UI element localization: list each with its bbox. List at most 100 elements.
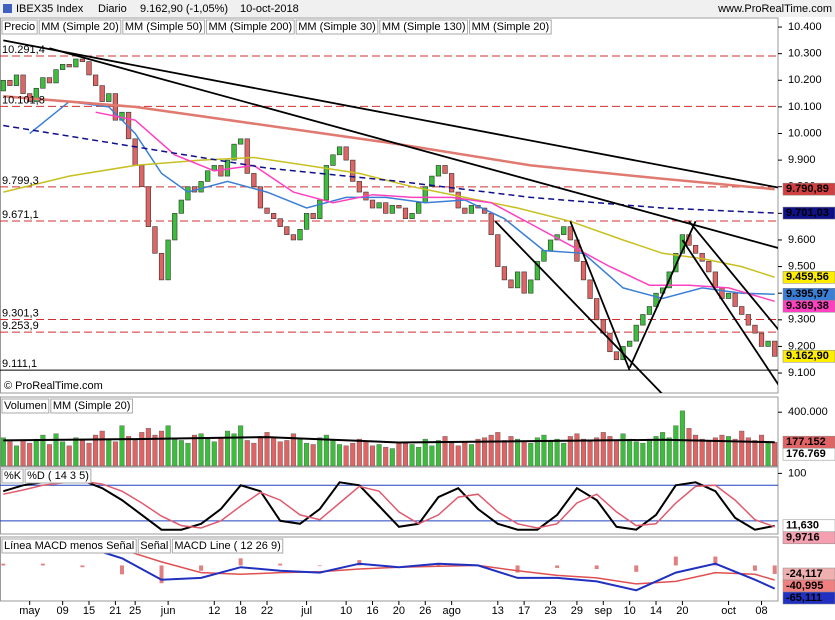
- candle: [567, 226, 573, 241]
- series-line: [3, 156, 775, 279]
- volume-bar: [211, 441, 217, 466]
- volume-bar: [40, 434, 46, 466]
- volume-bar: [46, 444, 52, 466]
- plot-area: [1, 541, 777, 592]
- volume-bar: [205, 438, 211, 466]
- volume-bar: [145, 428, 151, 466]
- legend-box: [24, 468, 92, 484]
- candle: [389, 205, 395, 214]
- value-box-label: 177.152: [786, 436, 826, 448]
- candle: [369, 199, 376, 209]
- volume-bar: [726, 436, 732, 466]
- candle: [692, 244, 699, 254]
- volume-bar: [416, 446, 422, 466]
- candle: [488, 213, 494, 235]
- volume-bar: [462, 441, 468, 466]
- volume-bar: [53, 433, 59, 466]
- histogram-bar: [278, 563, 283, 566]
- candle: [653, 292, 659, 307]
- series-line: [3, 480, 775, 529]
- volume-bar: [350, 442, 356, 466]
- volume-bar: [515, 438, 521, 466]
- x-tick-label: 25: [129, 605, 141, 617]
- candle: [46, 77, 53, 84]
- candle: [613, 351, 620, 361]
- x-tick-label: 12: [208, 605, 220, 617]
- volume-bar: [152, 434, 158, 466]
- volume-bar: [191, 434, 198, 466]
- level-label: 9.671,1: [2, 209, 39, 221]
- series-line: [3, 124, 775, 214]
- candle: [330, 154, 336, 166]
- candle: [60, 64, 66, 70]
- candle: [725, 292, 732, 299]
- volume-bar: [752, 440, 758, 466]
- series-line: [29, 100, 775, 300]
- legend-box: [38, 19, 122, 35]
- legend-box: [379, 19, 469, 35]
- candle: [244, 138, 250, 174]
- volume-bar: [580, 438, 587, 466]
- candle: [396, 205, 402, 209]
- series-line: [95, 111, 775, 303]
- volume-bar: [567, 436, 573, 466]
- volume-bar: [686, 428, 692, 466]
- candle: [336, 146, 343, 156]
- volume-bar: [337, 444, 343, 466]
- plot-area: [0, 410, 778, 466]
- volume-bar: [732, 438, 738, 466]
- value-box: [782, 300, 835, 313]
- volume-bar: [132, 440, 138, 466]
- volume-bar: [178, 440, 184, 466]
- value-box: [782, 271, 835, 284]
- x-tick-label: 23: [544, 605, 556, 617]
- histogram-bar: [594, 565, 599, 569]
- volume-bar: [475, 438, 481, 466]
- histogram-bar: [40, 563, 45, 566]
- x-tick-label: 09: [57, 605, 69, 617]
- candle: [429, 175, 435, 188]
- candle: [594, 298, 600, 321]
- candle: [383, 202, 389, 214]
- candle: [587, 279, 593, 299]
- x-tick-label: 18: [235, 605, 247, 617]
- volume-bar: [112, 441, 118, 466]
- candle: [528, 279, 534, 294]
- x-tick-label: 26: [419, 605, 431, 617]
- volume-bar: [271, 437, 277, 466]
- volume-bar: [93, 434, 99, 466]
- panel-frame: [0, 466, 779, 535]
- volume-bar: [508, 436, 514, 466]
- candle: [277, 218, 283, 227]
- legend-label: Señal: [140, 540, 168, 552]
- candle: [442, 165, 448, 174]
- value-box: [782, 182, 835, 196]
- volume-bar: [660, 432, 666, 466]
- candle: [99, 85, 105, 102]
- candle: [627, 340, 633, 347]
- legend-label: MM (Simple 50): [125, 21, 203, 33]
- x-tick-label: 20: [393, 605, 405, 617]
- watermark: © ProRealTime.com: [4, 380, 103, 392]
- candle: [752, 324, 758, 334]
- candle: [185, 186, 191, 201]
- panel-frame: [0, 17, 779, 394]
- histogram-bar: [772, 565, 777, 575]
- volume-bar: [172, 437, 178, 466]
- trendline: [688, 220, 778, 331]
- volume-bar: [218, 437, 224, 466]
- value-box-label: 9.790,89: [786, 183, 829, 195]
- candle: [646, 306, 653, 315]
- candle: [534, 260, 540, 281]
- volume-bar: [73, 437, 79, 466]
- legend-label: MM (Simple 20): [53, 400, 131, 412]
- legend-label: MM (Simple 30): [298, 21, 376, 33]
- volume-bar: [139, 432, 145, 466]
- volume-bar: [666, 437, 672, 466]
- candle: [238, 138, 244, 145]
- y-tick-label: 9.900: [788, 154, 816, 166]
- site: www.ProRealTime.com: [717, 3, 832, 15]
- value-box: [782, 447, 835, 461]
- volume-bar: [528, 442, 534, 466]
- volume-bar: [468, 444, 474, 466]
